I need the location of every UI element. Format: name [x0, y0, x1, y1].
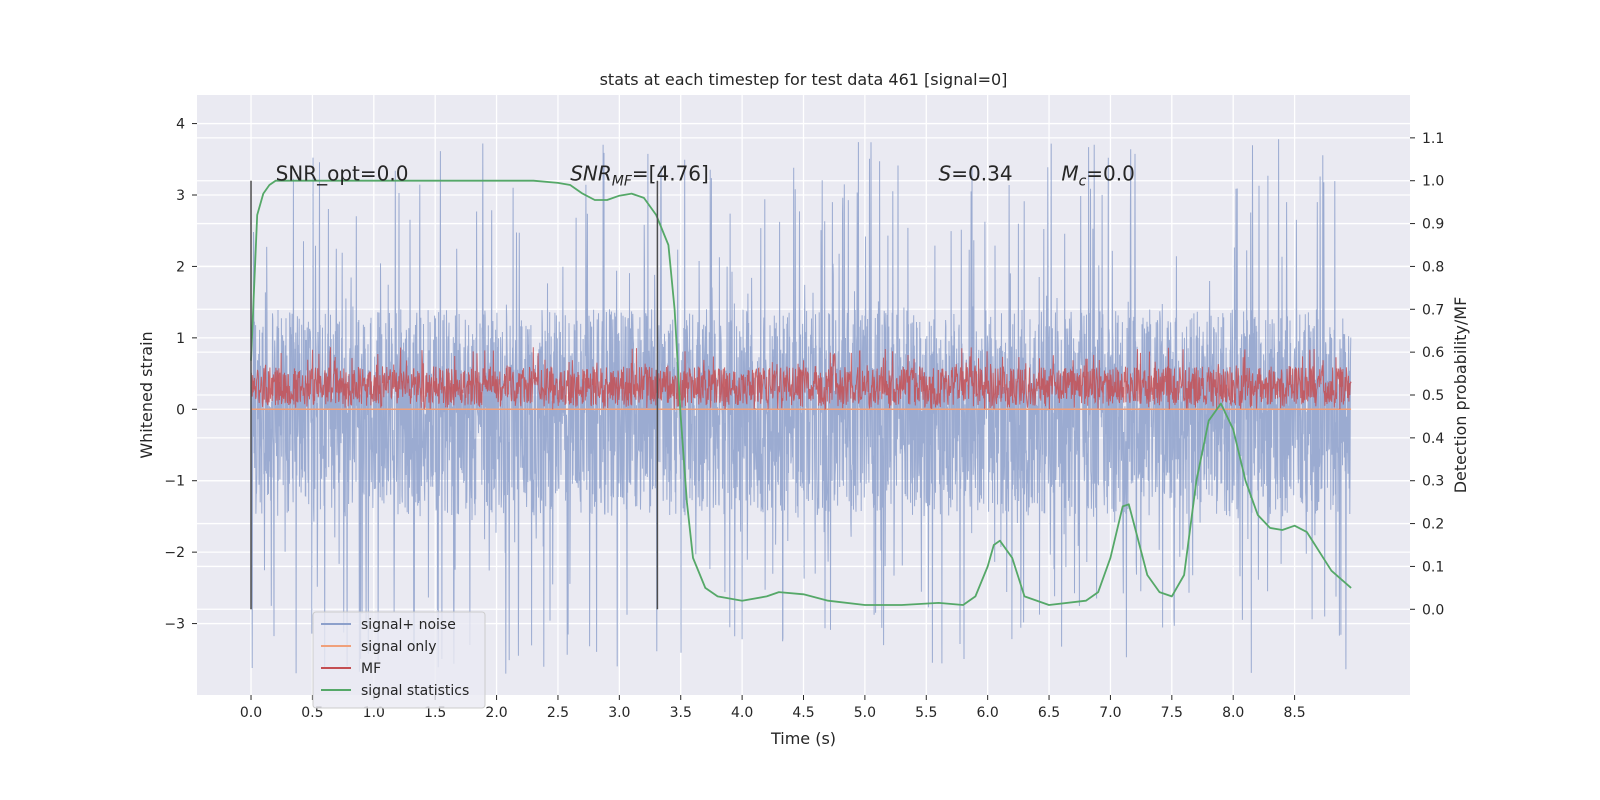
x-tick-label: 5.0 [854, 705, 876, 721]
y-tick-label: 3 [176, 188, 185, 204]
x-tick-label: 3.5 [670, 705, 692, 721]
y2-tick-label: 0.0 [1422, 602, 1444, 618]
x-tick-label: 8.0 [1222, 705, 1244, 721]
annotation: S=0.34 [939, 162, 1013, 186]
x-tick-label: 6.5 [1038, 705, 1060, 721]
y-tick-label: −2 [164, 545, 185, 561]
y2-axis-label: Detection probability/MF [1451, 297, 1470, 494]
series-signal-statistics [250, 179, 1352, 606]
x-tick-label: 7.0 [1099, 705, 1121, 721]
y-tick-label: −1 [164, 474, 185, 490]
legend-label: signal+ noise [361, 617, 456, 633]
y-tick-label: 4 [176, 117, 185, 133]
y-tick-label: −3 [164, 617, 185, 633]
y2-tick-label: 0.7 [1422, 302, 1444, 318]
annotation: SNR_opt=0.0 [276, 162, 409, 186]
y2-tick-label: 0.5 [1422, 388, 1444, 404]
y2-tick-label: 0.4 [1422, 431, 1444, 447]
x-tick-label: 5.5 [915, 705, 937, 721]
x-axis-label: Time (s) [770, 729, 836, 748]
series-mf [250, 347, 1352, 411]
y2-tick-label: 0.9 [1422, 217, 1444, 233]
y2-tick-label: 0.3 [1422, 474, 1444, 490]
y-tick-label: 2 [176, 259, 185, 275]
x-tick-label: 0.0 [240, 705, 262, 721]
x-tick-label: 4.0 [731, 705, 753, 721]
annotations: SNR_opt=0.0 SNRMF=[4.76] S=0.34 Mc=0.0 [276, 162, 1135, 190]
legend-label: MF [361, 661, 381, 677]
x-tick-label: 2.5 [547, 705, 569, 721]
y2-tick-label: 0.2 [1422, 517, 1444, 533]
y2-tick-label: 0.1 [1422, 559, 1444, 575]
x-tick-label: 8.5 [1283, 705, 1305, 721]
x-tick-label: 0.5 [301, 705, 323, 721]
legend-label: signal statistics [361, 683, 469, 699]
annotation: Mc=0.0 [1061, 162, 1135, 190]
annotation: SNRMF=[4.76] [570, 162, 709, 190]
chart-title: stats at each timestep for test data 461… [600, 70, 1008, 89]
y2-tick-label: 0.8 [1422, 259, 1444, 275]
y2-tick-label: 1.1 [1422, 131, 1444, 147]
y2-tick-label: 1.0 [1422, 174, 1444, 190]
y-tick-label: 0 [176, 402, 185, 418]
x-tick-label: 7.5 [1161, 705, 1183, 721]
ticks: 0.0 0.5 1.0 1.5 2.0 2.5 3.0 3.5 4.0 4.5 5.0 5.5 6.0 6… [164, 117, 1444, 721]
series-layer [250, 139, 1352, 674]
legend-box [312, 611, 486, 709]
x-tick-label: 6.0 [977, 705, 999, 721]
x-tick-label: 2.0 [485, 705, 507, 721]
y2-tick-label: 0.6 [1422, 345, 1444, 361]
x-tick-label: 1.0 [363, 705, 385, 721]
x-tick-label: 4.5 [792, 705, 814, 721]
y-tick-label: 1 [176, 331, 185, 347]
legend: signal+ noise signal only MF signal statist… [312, 611, 486, 709]
legend-label: signal only [361, 639, 436, 655]
x-tick-label: 3.0 [608, 705, 630, 721]
y-axis-label: Whitened strain [137, 331, 156, 458]
x-tick-label: 1.5 [424, 705, 446, 721]
